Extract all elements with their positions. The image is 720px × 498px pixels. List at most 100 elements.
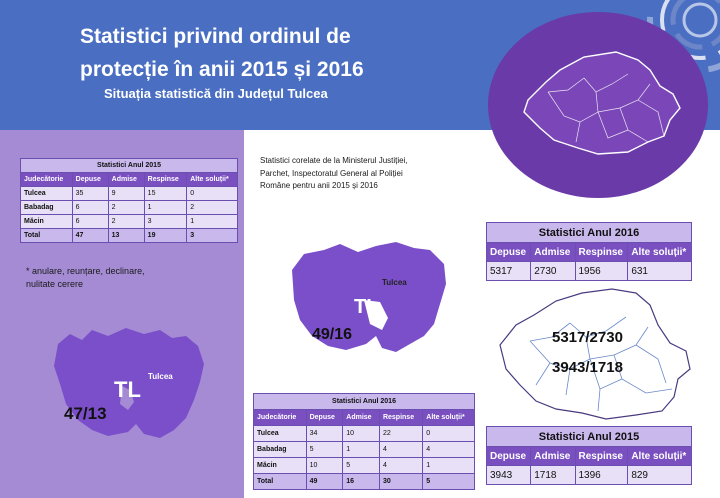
table-national-2015: Statistici Anul 2015 Depuse Admise Respi… (485, 426, 692, 485)
table-cell: 47 (71, 228, 109, 243)
table-cell: Total (253, 473, 307, 490)
table-cell: 2 (107, 214, 145, 229)
table-national-2016: Statistici Anul 2016 Depuse Admise Respi… (485, 222, 692, 281)
table-cell: 1718 (530, 465, 576, 485)
table-cell: 3 (143, 214, 188, 229)
table-header-cell: Alte soluții* (186, 172, 238, 187)
romania-circle-map (488, 12, 708, 198)
table-row: 3943 1718 1396 829 (485, 465, 692, 485)
table-cell: 631 (627, 261, 692, 281)
map-2016-ratio: 49/16 (312, 326, 353, 343)
table-header-cell: Judecătorie (20, 172, 73, 187)
page-subtitle: Situația statistică din Județul Tulcea (104, 86, 328, 101)
table-cell: 19 (143, 228, 188, 243)
tulcea-map-2016 (292, 242, 446, 352)
table-row: Măcin 10 5 4 1 (253, 457, 475, 474)
table-national-2015-caption: Statistici Anul 2015 (486, 426, 692, 447)
decorative-rings-icon (647, 0, 720, 73)
tulcea-map-2015 (54, 328, 204, 438)
table-cell: 10 (305, 457, 344, 474)
table-cell: 4 (378, 457, 424, 474)
map-2015-name: Tulcea (148, 372, 173, 381)
table-cell: 0 (186, 186, 238, 201)
map-2015-code: TL (114, 377, 141, 402)
table-cell: 1 (422, 457, 475, 474)
table-cell: 829 (627, 465, 692, 485)
romania-ratio-2015: 3943/1718 (552, 359, 623, 376)
table-cell: 5 (305, 441, 344, 458)
map-2015-ratio: 47/13 (64, 404, 107, 423)
table-cell: 1956 (574, 261, 629, 281)
table-cell: 2730 (530, 261, 576, 281)
table-cell: 4 (378, 441, 424, 458)
table-cell: 1 (342, 441, 380, 458)
table-cell: 4 (422, 441, 475, 458)
table-cell: 1 (186, 214, 238, 229)
table-header-cell: Respinse (574, 242, 629, 262)
table-cell: Măcin (20, 214, 73, 229)
table-cell: 49 (305, 473, 344, 490)
table-row: Măcin 6 2 3 1 (20, 214, 238, 229)
table-cell: 22 (378, 425, 424, 442)
table-cell: 3 (186, 228, 238, 243)
table-header-cell: Respinse (574, 446, 629, 466)
table-total-row: Total 49 16 30 5 (253, 473, 475, 490)
table-cell: 1396 (574, 465, 629, 485)
table-national-2016-caption: Statistici Anul 2016 (486, 222, 692, 243)
table-header-cell: Depuse (71, 172, 109, 187)
table-row: Babadag 6 2 1 2 (20, 200, 238, 215)
map-2016-name: Tulcea (382, 278, 407, 287)
table-header-cell: Depuse (305, 409, 344, 426)
table-cell: 6 (71, 214, 109, 229)
table-cell: Tulcea (253, 425, 307, 442)
table-cell: 1 (143, 200, 188, 215)
table-cell: 5 (422, 473, 475, 490)
table-row: Babadag 5 1 4 4 (253, 441, 475, 458)
table-2015: Statistici Anul 2015 Judecătorie Depuse … (20, 158, 238, 243)
table-cell: 3943 (485, 465, 532, 485)
table-header-cell: Alte soluții* (627, 446, 692, 466)
table-2015-caption: Statistici Anul 2015 (20, 158, 238, 173)
table-header-cell: Respinse (378, 409, 424, 426)
table-row: 5317 2730 1956 631 (485, 261, 692, 281)
romania-county-map (499, 288, 691, 420)
table-row: Tulcea 34 10 22 0 (253, 425, 475, 442)
table-cell: 16 (342, 473, 380, 490)
table-header-cell: Alte soluții* (627, 242, 692, 262)
table-cell: Babadag (253, 441, 307, 458)
source-note: Statistici corelate de la Ministerul Jus… (260, 156, 408, 190)
table-cell: 6 (71, 200, 109, 215)
table-cell: 5317 (485, 261, 532, 281)
table-cell: 5 (342, 457, 380, 474)
table-cell: 2 (107, 200, 145, 215)
table-2016: Statistici Anul 2016 Judecătorie Depuse … (253, 393, 475, 490)
table-cell: Total (20, 228, 73, 243)
table-row: Tulcea 35 9 15 0 (20, 186, 238, 201)
table-cell: 15 (143, 186, 188, 201)
table-cell: Babadag (20, 200, 73, 215)
table-cell: Tulcea (20, 186, 73, 201)
table-header-cell: Alte soluții* (422, 409, 475, 426)
table-cell: Măcin (253, 457, 307, 474)
page-title: Statistici privind ordinul de protecție … (80, 25, 364, 81)
table-header-cell: Admise (107, 172, 145, 187)
table-total-row: Total 47 13 19 3 (20, 228, 238, 243)
table-cell: 9 (107, 186, 145, 201)
table-header-cell: Admise (342, 409, 380, 426)
table-cell: 2 (186, 200, 238, 215)
table-header-cell: Admise (530, 446, 576, 466)
table-cell: 30 (378, 473, 424, 490)
table-cell: 13 (107, 228, 145, 243)
table-cell: 0 (422, 425, 475, 442)
table-2016-caption: Statistici Anul 2016 (253, 393, 475, 410)
table-header-cell: Depuse (485, 446, 532, 466)
table-cell: 35 (71, 186, 109, 201)
table-header-cell: Judecătorie (253, 409, 307, 426)
map-2016-code: TL (354, 296, 379, 318)
table-cell: 34 (305, 425, 344, 442)
table-header-cell: Depuse (485, 242, 532, 262)
table-cell: 10 (342, 425, 380, 442)
table-header-cell: Respinse (143, 172, 188, 187)
table-header-cell: Admise (530, 242, 576, 262)
romania-ratio-2016: 5317/2730 (552, 329, 623, 346)
